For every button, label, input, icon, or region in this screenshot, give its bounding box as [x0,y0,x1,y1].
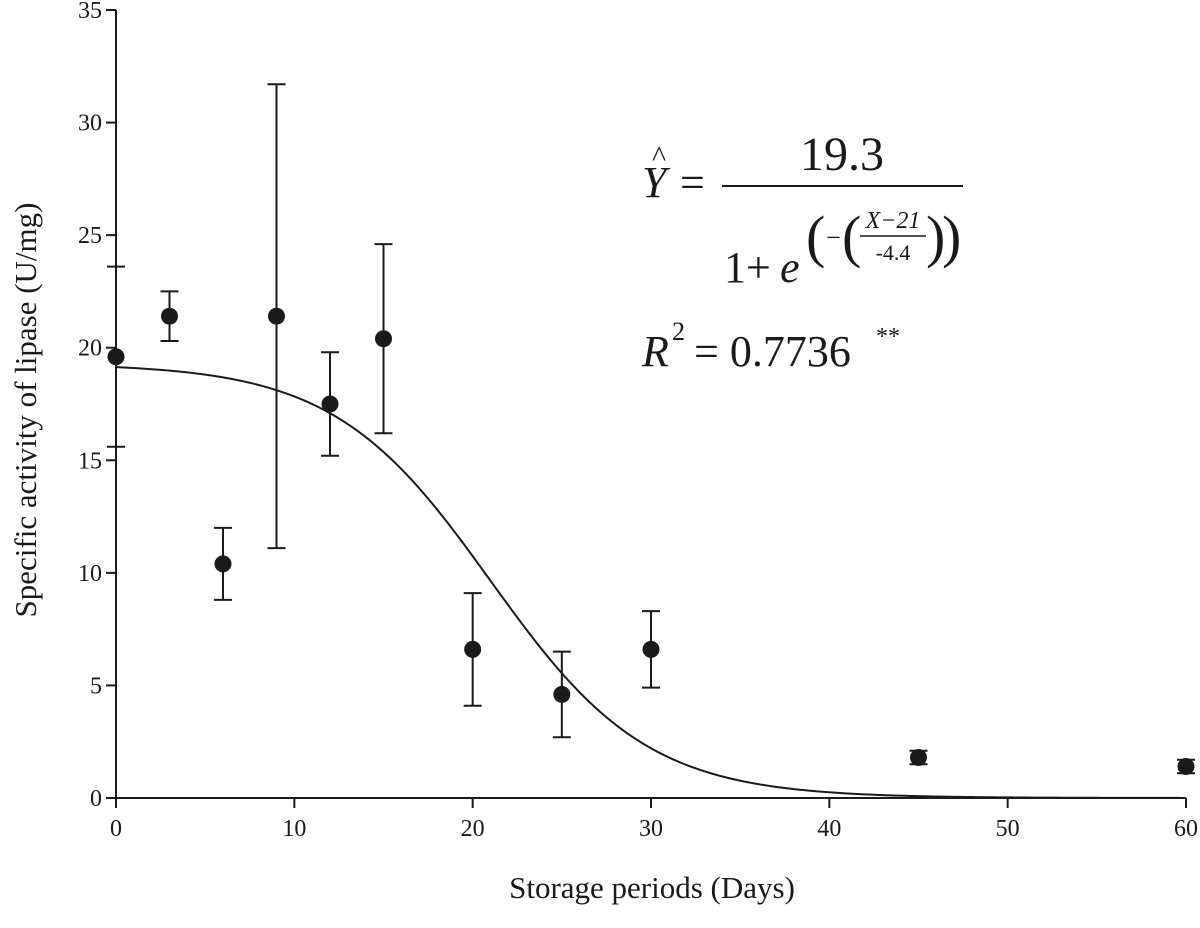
x-tick-label: 60 [1174,816,1198,842]
fit-curve [115,366,1186,799]
y-tick-label: 20 [78,336,102,362]
r2-superscript: 2 [672,317,685,346]
equation-inner-numerator: X−21 [865,208,921,234]
equation-hat: ^ [652,140,666,173]
equation-numerator: 19.3 [800,128,884,181]
x-axis-label: Storage periods (Days) [509,870,795,905]
y-tick-label: 30 [78,111,102,137]
equation-paren-close-inner: ) [926,204,945,269]
x-tick-label: 30 [639,816,663,842]
y-tick-label: 15 [78,448,102,474]
data-point [321,395,339,413]
data-point [268,307,285,325]
data-point [107,348,125,366]
x-tick-label: 40 [817,816,841,842]
y-tick-label: 5 [90,673,102,699]
equation-inner-denominator: -4.4 [876,240,911,265]
fit-equation: Y ^ = 19.3 1+ e ( − ( X−21 -4.4 ) ) R 2 … [641,128,963,376]
data-point [375,330,392,348]
r2-label: R [641,327,669,376]
y-ticks: 0 5 10 15 20 25 30 35 [78,0,116,812]
x-ticks: 0 10 20 30 40 50 60 [110,798,1198,842]
data-point [161,307,178,325]
data-point [910,748,927,766]
data-point [1177,757,1195,775]
equation-yhat: Y [642,158,671,207]
y-tick-label: 10 [78,561,102,587]
y-tick-label: 35 [78,0,102,24]
data-point [642,640,660,658]
data-point [553,685,571,703]
equation-paren-open-outer: ( [806,204,825,269]
r2-significance: ** [876,324,900,350]
x-tick-label: 50 [996,816,1020,842]
data-point [214,555,232,573]
equation-e: e [780,243,800,292]
x-tick-label: 0 [110,816,122,842]
data-points [107,307,1195,775]
x-tick-label: 20 [461,816,485,842]
y-tick-label: 25 [78,223,102,249]
equation-one-plus: 1+ [724,243,771,292]
equation-paren-close-outer: ) [942,204,961,269]
y-axis-label: Specific activity of lipase (U/mg) [8,203,43,618]
y-tick-label: 0 [90,786,102,812]
equation-equals: = [680,158,705,207]
equation-paren-open-inner: ( [842,204,861,269]
equation-minus: − [826,223,841,252]
data-point [464,640,482,658]
r2-value: = 0.7736 [694,327,851,376]
x-tick-label: 10 [282,816,306,842]
